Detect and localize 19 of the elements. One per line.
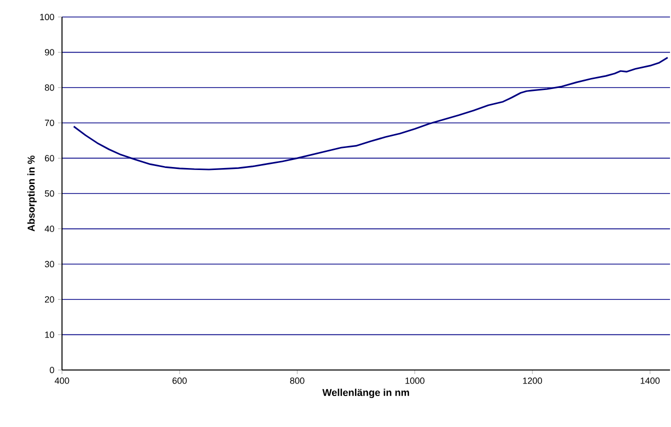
y-tick-label: 80 bbox=[44, 84, 54, 91]
y-tick-label: 50 bbox=[44, 190, 54, 197]
y-tick-label: 10 bbox=[45, 332, 54, 338]
y-tick-label: 30 bbox=[44, 260, 54, 268]
y-tick-label: 40 bbox=[44, 226, 54, 232]
y-tick-label: 90 bbox=[44, 49, 54, 56]
y-tick-label: 0 bbox=[50, 366, 54, 374]
y-tick-label: 100 bbox=[40, 14, 54, 20]
y-axis-title: Absorption in % bbox=[27, 156, 37, 232]
x-tick-label: 600 bbox=[172, 378, 187, 384]
x-tick-label: 800 bbox=[290, 378, 304, 384]
x-tick-label: 1200 bbox=[523, 378, 542, 384]
y-tick-label: 20 bbox=[44, 296, 54, 303]
y-tick-label: 60 bbox=[44, 155, 54, 162]
x-tick-label: 1000 bbox=[406, 378, 424, 384]
y-tick-label: 70 bbox=[44, 120, 54, 126]
x-tick-label: 400 bbox=[54, 378, 70, 384]
x-tick-label: 1400 bbox=[640, 378, 660, 384]
x-axis-title: Wellenlänge in nm bbox=[322, 388, 410, 398]
